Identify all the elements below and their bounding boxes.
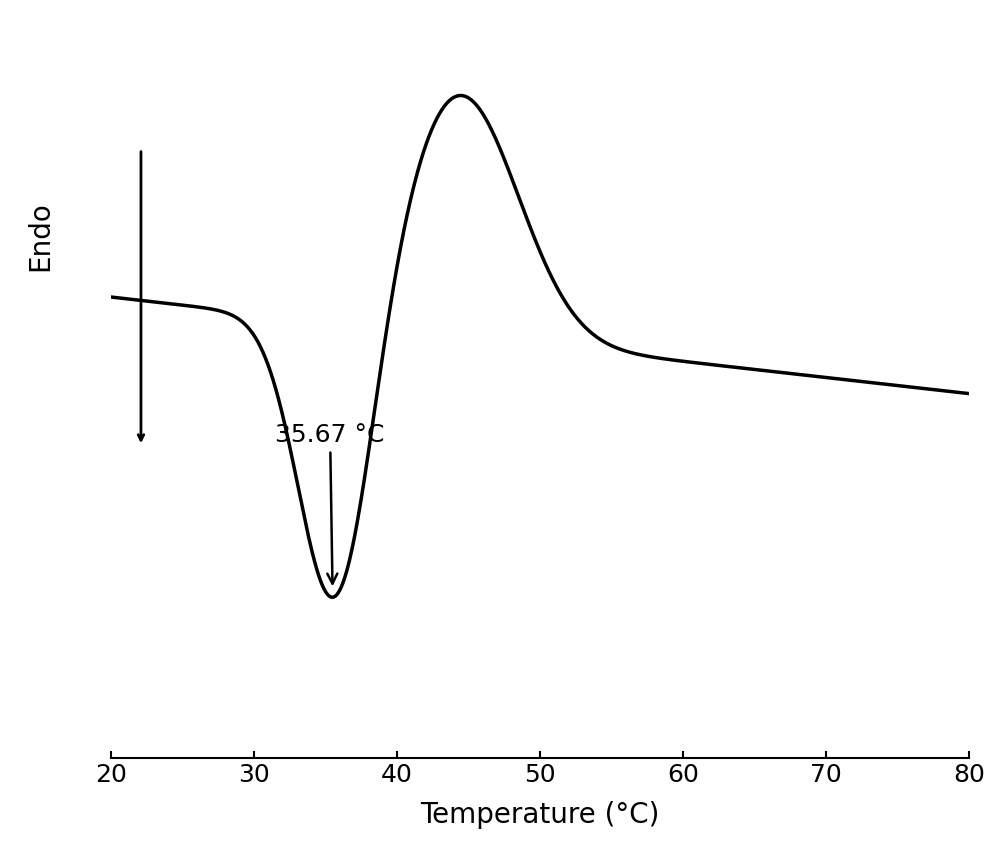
Text: Endo: Endo bbox=[26, 202, 54, 271]
Text: 35.67 °C: 35.67 °C bbox=[275, 423, 385, 584]
X-axis label: Temperature (°C): Temperature (°C) bbox=[420, 801, 660, 829]
